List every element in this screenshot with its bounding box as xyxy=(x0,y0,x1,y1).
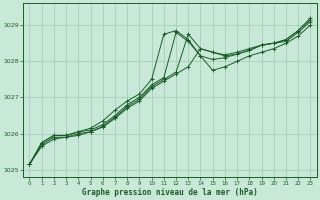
X-axis label: Graphe pression niveau de la mer (hPa): Graphe pression niveau de la mer (hPa) xyxy=(82,188,258,197)
